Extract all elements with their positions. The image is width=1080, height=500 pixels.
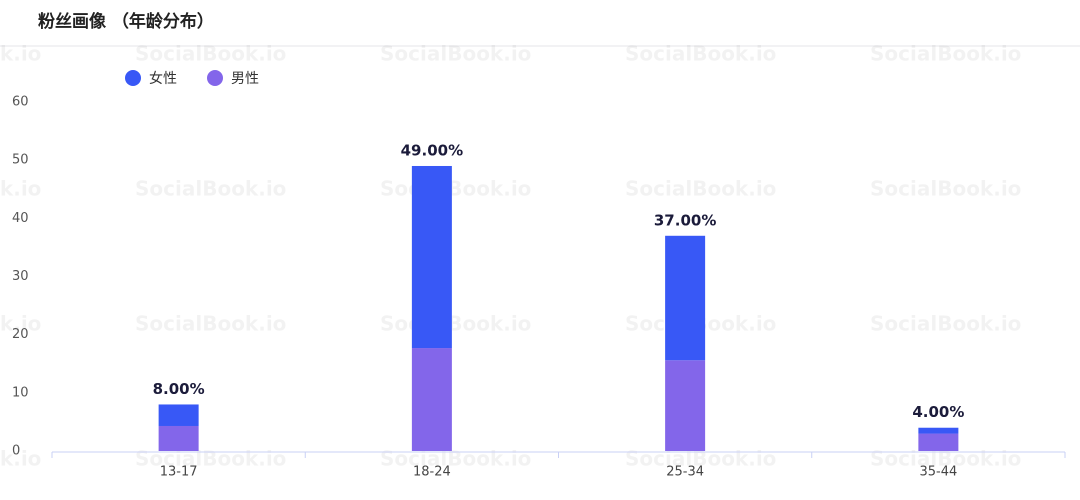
watermark: SocialBook.io <box>135 177 286 201</box>
watermark: SocialBook.io <box>625 42 776 66</box>
watermark: SocialBook.io <box>0 447 41 471</box>
bar-segment <box>411 348 452 451</box>
y-tick-label: 20 <box>12 327 29 342</box>
chart-title: 粉丝画像 （年龄分布） <box>38 11 214 32</box>
watermark: SocialBook.io <box>870 177 1021 201</box>
bar-segment <box>918 433 959 451</box>
y-tick-label: 10 <box>12 385 29 400</box>
total-label: 49.00% <box>401 141 463 159</box>
legend-marker <box>207 70 223 86</box>
bar-segment <box>665 235 706 361</box>
x-tick-label: 18-24 <box>413 465 451 480</box>
bar-segment <box>411 165 452 349</box>
watermark: SocialBook.io <box>870 312 1021 336</box>
total-label: 4.00% <box>912 403 964 421</box>
watermark: SocialBook.io <box>0 42 41 66</box>
watermark: SocialBook.io <box>0 312 41 336</box>
x-tick-label: 35-44 <box>919 465 957 480</box>
watermark: SocialBook.io <box>380 177 531 201</box>
watermark: SocialBook.io <box>870 42 1021 66</box>
y-tick-label: 50 <box>12 153 29 168</box>
bar-segment <box>158 425 199 451</box>
watermark: SocialBook.io <box>380 312 531 336</box>
watermark: SocialBook.io <box>625 177 776 201</box>
bar-segment <box>158 404 199 426</box>
watermarks: SocialBook.io SocialBook.io SocialBook.io S… <box>0 42 1021 471</box>
y-tick-label: 60 <box>12 95 29 110</box>
bar-segment <box>918 427 959 434</box>
watermark: SocialBook.io <box>380 42 531 66</box>
bar-segment <box>665 360 706 451</box>
watermark: SocialBook.io <box>135 42 286 66</box>
total-label: 37.00% <box>654 211 716 229</box>
watermark: SocialBook.io <box>380 447 531 471</box>
legend-label: 女性 <box>149 70 177 87</box>
x-tick-label: 13-17 <box>160 465 198 480</box>
total-label: 8.00% <box>153 380 205 398</box>
legend-marker <box>125 70 141 86</box>
watermark: SocialBook.io <box>135 312 286 336</box>
watermark: SocialBook.io <box>135 447 286 471</box>
x-tick-label: 25-34 <box>666 465 704 480</box>
y-tick-label: 30 <box>12 269 29 284</box>
y-tick-label: 40 <box>12 211 29 226</box>
y-tick-label: 0 <box>12 444 20 459</box>
legend-label: 男性 <box>231 71 259 87</box>
watermark: SocialBook.io <box>0 177 41 201</box>
